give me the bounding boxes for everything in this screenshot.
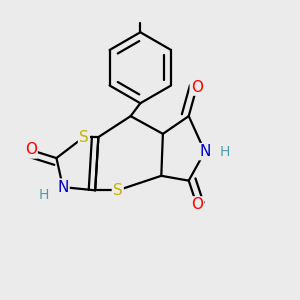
Text: O: O [25,142,37,158]
Text: O: O [191,197,203,212]
Text: H: H [39,188,50,202]
Text: N: N [57,180,69,195]
Text: S: S [79,130,89,145]
Text: S: S [113,183,123,198]
Text: H: H [220,145,230,159]
Text: O: O [191,80,203,94]
Text: N: N [199,144,211,159]
